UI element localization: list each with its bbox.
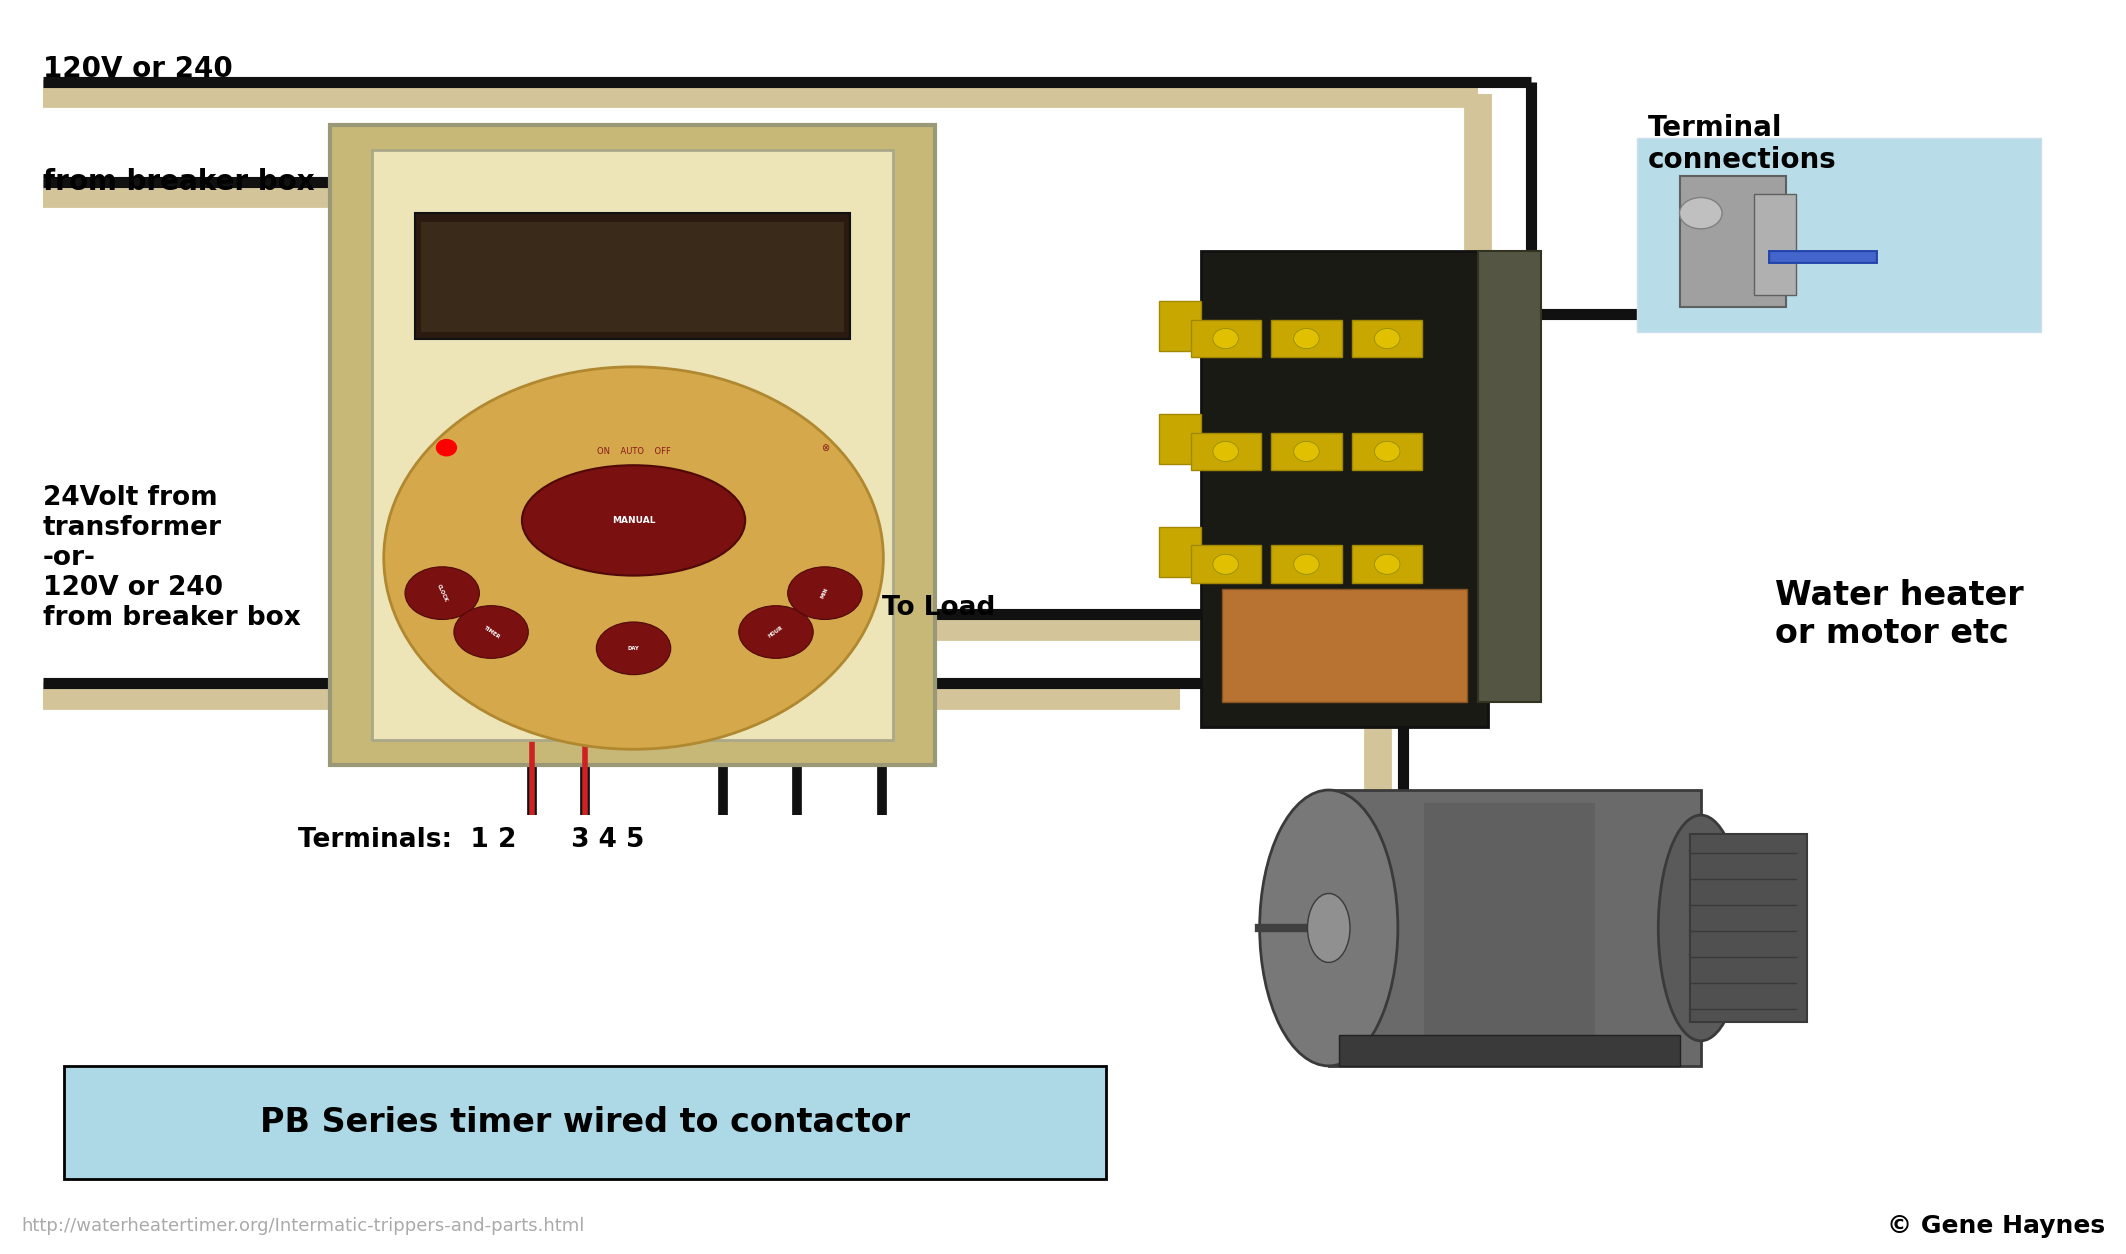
Bar [1637,138,2041,332]
Ellipse shape [1259,790,1399,1066]
Text: from breaker box: from breaker box [43,168,315,196]
Bar [1424,803,1594,1035]
Text: MIN: MIN [821,587,829,599]
Bar [1680,176,1786,307]
Bar [1201,251,1488,727]
Bar [1352,545,1422,583]
Ellipse shape [738,606,814,658]
Bar [1271,320,1342,357]
Bar [1329,790,1701,1066]
Ellipse shape [1293,329,1318,349]
Ellipse shape [1658,815,1743,1041]
Text: CLOCK: CLOCK [436,583,449,603]
Bar [1352,433,1422,470]
Ellipse shape [1212,329,1239,349]
Text: © Gene Haynes: © Gene Haynes [1886,1214,2105,1239]
Text: HOUR: HOUR [767,624,784,640]
Ellipse shape [1680,198,1722,228]
Text: DAY: DAY [627,646,640,651]
Bar [1478,251,1541,702]
Bar [1191,545,1261,583]
Bar [415,213,850,339]
Bar [1271,545,1342,583]
Bar [1690,834,1807,1022]
Ellipse shape [385,366,884,749]
Ellipse shape [1293,554,1318,574]
Ellipse shape [523,465,746,576]
Text: http://waterheatertimer.org/Intermatic-trippers-and-parts.html: http://waterheatertimer.org/Intermatic-t… [21,1218,585,1235]
Text: ⊗: ⊗ [821,443,829,453]
Ellipse shape [1373,441,1399,461]
Bar [1191,433,1261,470]
Ellipse shape [1212,554,1239,574]
Ellipse shape [455,606,529,658]
Bar [1352,320,1422,357]
Ellipse shape [1212,441,1239,461]
Ellipse shape [1373,554,1399,574]
Bar [330,125,935,765]
Text: ON    AUTO    OFF: ON AUTO OFF [597,446,670,456]
Text: Terminals:  1 2      3 4 5: Terminals: 1 2 3 4 5 [298,828,644,853]
Text: MANUAL: MANUAL [612,515,655,525]
Bar [64,1066,1106,1179]
Bar [1159,527,1201,577]
Ellipse shape [1373,329,1399,349]
Ellipse shape [787,567,863,619]
Text: 24Volt from
transformer
-or-
120V or 240
from breaker box: 24Volt from transformer -or- 120V or 240… [43,485,300,631]
Bar [1222,589,1467,702]
Bar [1191,320,1261,357]
Bar [1271,433,1342,470]
Polygon shape [1754,194,1796,295]
Bar [1159,301,1201,351]
Text: Water heater
or motor etc: Water heater or motor etc [1775,579,2024,650]
Ellipse shape [595,622,672,675]
Bar [1339,1035,1680,1066]
Text: TIMER: TIMER [483,624,500,640]
Ellipse shape [1293,441,1318,461]
Bar [1159,414,1201,464]
Text: 120V or 240: 120V or 240 [43,55,232,83]
Bar [421,222,844,332]
Bar [372,150,893,740]
Ellipse shape [1307,893,1350,963]
Text: Terminal
connections: Terminal connections [1648,114,1837,174]
Text: PB Series timer wired to contactor: PB Series timer wired to contactor [259,1106,910,1139]
Ellipse shape [404,567,478,619]
Text: To Load: To Load [882,596,995,621]
Ellipse shape [436,439,457,456]
